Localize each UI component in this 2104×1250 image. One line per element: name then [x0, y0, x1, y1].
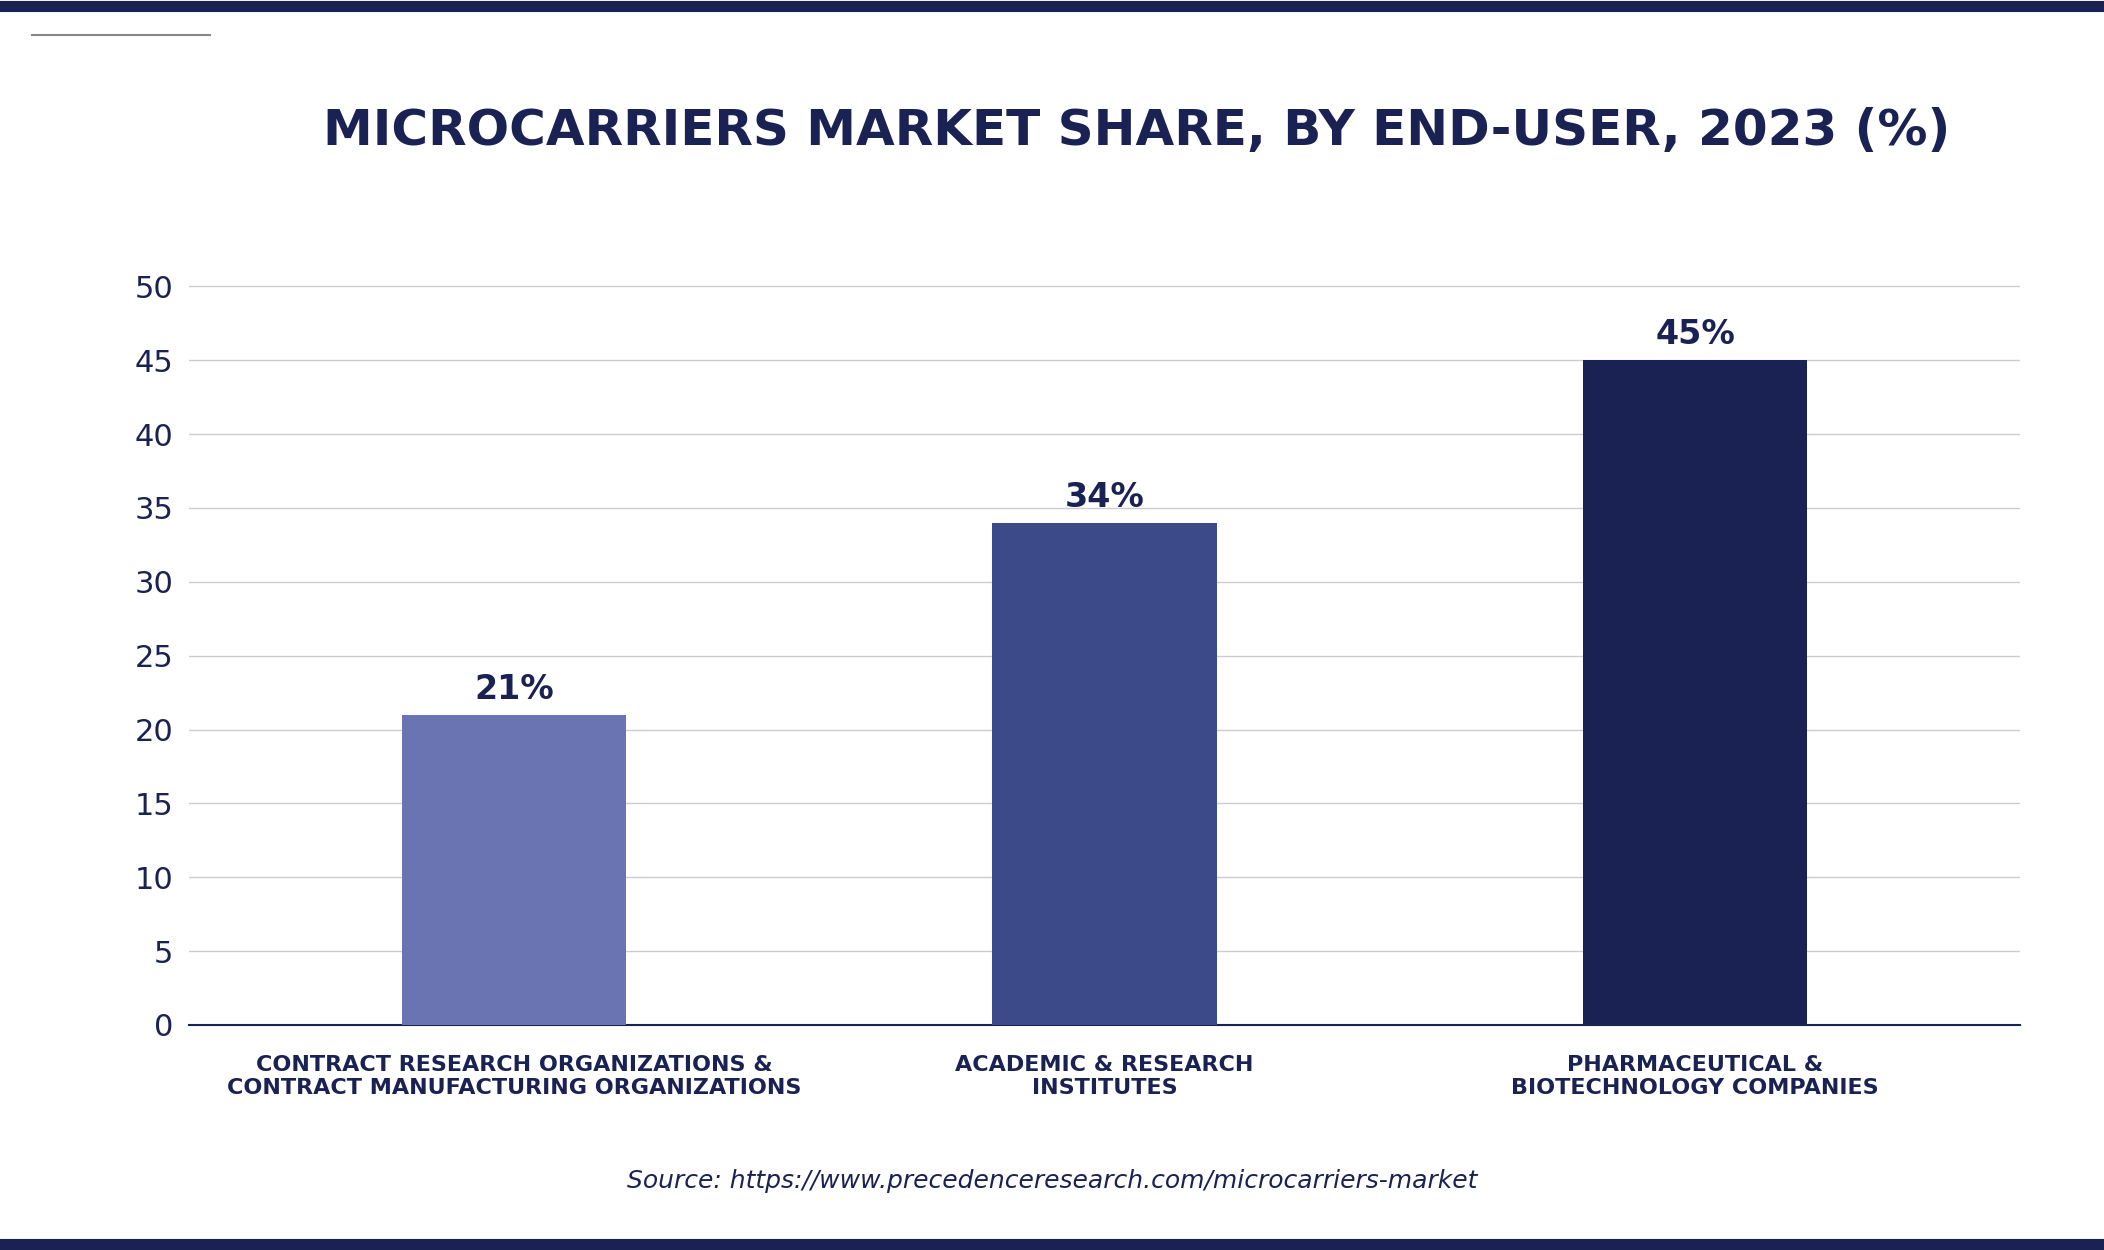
- Text: PRECEDENCE: PRECEDENCE: [55, 82, 187, 100]
- Text: 21%: 21%: [473, 672, 553, 706]
- Bar: [993, 522, 1216, 1025]
- Text: 34%: 34%: [1065, 481, 1145, 514]
- Text: MICROCARRIERS MARKET SHARE, BY END-USER, 2023 (%): MICROCARRIERS MARKET SHARE, BY END-USER,…: [322, 107, 1950, 155]
- Bar: [402, 715, 627, 1025]
- Text: Source: https://www.precedenceresearch.com/microcarriers-market: Source: https://www.precedenceresearch.c…: [627, 1169, 1477, 1194]
- Text: RESEARCH: RESEARCH: [67, 150, 175, 168]
- Bar: [1582, 360, 1807, 1025]
- Text: 45%: 45%: [1656, 319, 1736, 351]
